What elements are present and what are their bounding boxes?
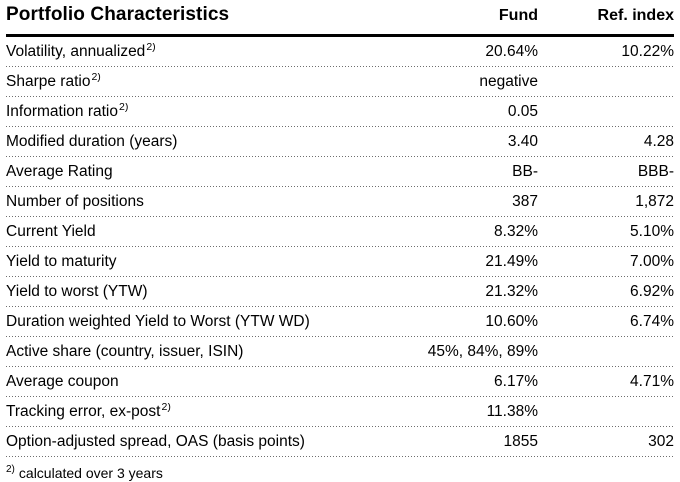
fund-value: 0.05: [507, 103, 538, 120]
table-row: Option-adjusted spread, OAS (basis point…: [6, 427, 674, 457]
ref-index-value: BBB-: [637, 163, 674, 180]
table-row: Average Rating BB- BBB-: [6, 157, 674, 187]
table-row: Current Yield 8.32% 5.10%: [6, 217, 674, 247]
row-label: Active share (country, issuer, ISIN): [6, 343, 244, 360]
footnote-ref: 2): [161, 403, 171, 413]
ref-index-value: 7.00%: [630, 253, 674, 270]
footnote-marker: 2): [6, 464, 15, 476]
row-label: Volatility, annualized2): [6, 43, 388, 61]
row-label: Modified duration (years): [6, 133, 178, 150]
page-title: Portfolio Characteristics: [6, 4, 230, 25]
fund-value: 11.38%: [486, 403, 538, 420]
footnote-ref: 2): [91, 73, 101, 83]
fund-value: 10.60%: [485, 313, 538, 330]
table-row: Information ratio2) 0.05: [6, 97, 674, 127]
table-row: Yield to maturity 21.49% 7.00%: [6, 247, 674, 277]
row-label: Number of positions: [6, 193, 144, 210]
fund-value: 3.40: [507, 133, 538, 150]
fund-value: BB-: [512, 163, 538, 180]
table-row: Active share (country, issuer, ISIN) 45%…: [6, 337, 674, 367]
ref-index-value: 5.10%: [630, 223, 674, 240]
table-header: Portfolio Characteristics Fund Ref. inde…: [6, 0, 674, 37]
ref-index-value: 4.71%: [630, 373, 674, 390]
fund-value: 21.49%: [485, 253, 538, 270]
table-row: Sharpe ratio2) negative: [6, 67, 674, 97]
row-label: Sharpe ratio2): [6, 73, 388, 91]
fund-value: 21.32%: [485, 283, 538, 300]
column-header-fund: Fund: [498, 7, 538, 24]
table-row: Volatility, annualized2) 20.64% 10.22%: [6, 37, 674, 67]
row-label: Average Rating: [6, 163, 113, 180]
table-row: Yield to worst (YTW) 21.32% 6.92%: [6, 277, 674, 307]
table-row: Average coupon 6.17% 4.71%: [6, 367, 674, 397]
row-label: Yield to worst (YTW): [6, 283, 148, 300]
ref-index-value: 6.74%: [630, 313, 674, 330]
row-label: Information ratio2): [6, 103, 388, 121]
footnote-ref: 2): [119, 103, 129, 113]
row-label: Duration weighted Yield to Worst (YTW WD…: [6, 313, 310, 330]
table-row: Modified duration (years) 3.40 4.28: [6, 127, 674, 157]
table-row: Number of positions 387 1,872: [6, 187, 674, 217]
table-row: Duration weighted Yield to Worst (YTW WD…: [6, 307, 674, 337]
footnote-ref: 2): [146, 43, 156, 53]
ref-index-value: 302: [648, 433, 674, 450]
fund-value: 1855: [503, 433, 538, 450]
row-label: Yield to maturity: [6, 253, 117, 270]
row-label: Option-adjusted spread, OAS (basis point…: [6, 433, 305, 450]
footnote: 2) calculated over 3 years: [6, 464, 674, 482]
column-header-ref: Ref. index: [597, 7, 674, 24]
row-label: Average coupon: [6, 373, 119, 390]
fund-value: 387: [512, 193, 538, 210]
ref-index-value: 1,872: [635, 193, 674, 210]
fund-value: 6.17%: [494, 373, 538, 390]
ref-index-value: 10.22%: [621, 43, 674, 60]
fund-value: 45%, 84%, 89%: [427, 343, 538, 360]
ref-index-value: 4.28: [643, 133, 674, 150]
row-label: Tracking error, ex-post2): [6, 403, 388, 421]
ref-index-value: 6.92%: [630, 283, 674, 300]
table-row: Tracking error, ex-post2) 11.38%: [6, 397, 674, 427]
fund-value: negative: [479, 73, 538, 90]
fund-value: 8.32%: [494, 223, 538, 240]
fund-value: 20.64%: [485, 43, 538, 60]
row-label: Current Yield: [6, 223, 96, 240]
footnote-text: calculated over 3 years: [18, 465, 163, 481]
